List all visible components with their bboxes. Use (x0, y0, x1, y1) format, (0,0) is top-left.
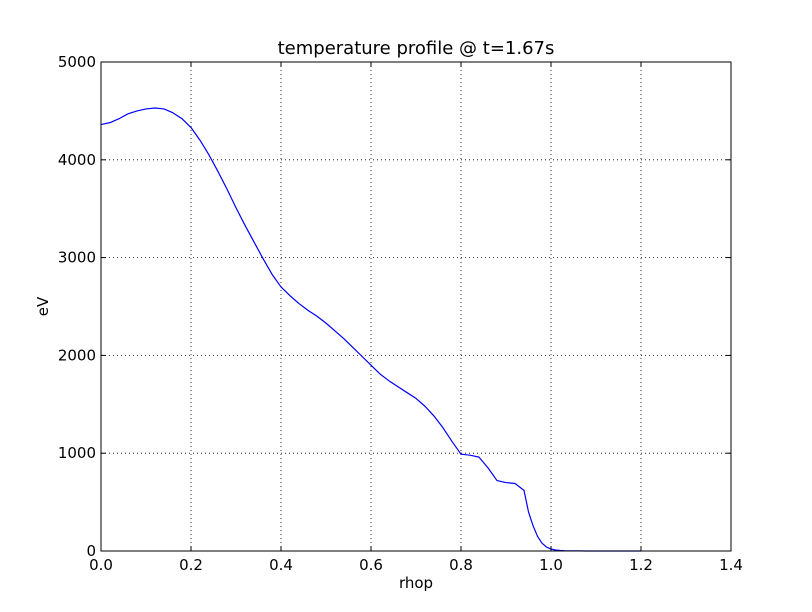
x-tick-label: 0.8 (449, 556, 473, 574)
y-tick-label: 3000 (58, 249, 96, 267)
plot-area (101, 62, 731, 551)
y-tick-label: 2000 (58, 346, 96, 364)
series-line (100, 107, 641, 552)
x-tick-label: 0.6 (359, 556, 383, 574)
y-tick-label: 4000 (58, 151, 96, 169)
chart-title: temperature profile @ t=1.67s (278, 38, 555, 59)
y-tick-label: 1000 (58, 444, 96, 462)
grid (101, 62, 731, 551)
x-axis-label: rhop (399, 574, 433, 592)
y-tick-label: 5000 (58, 53, 96, 71)
x-tick-label: 0.4 (269, 556, 293, 574)
ticks: 0.0 0.2 0.4 0.6 0.8 1.0 1.2 1.4 0 1000 2000 3000 400… (58, 53, 743, 574)
x-tick-label: 1.0 (539, 556, 563, 574)
x-tick-label: 1.4 (719, 556, 743, 574)
y-tick-label: 0 (86, 542, 96, 560)
x-tick-label: 0.0 (89, 556, 113, 574)
y-axis-label: eV (34, 296, 52, 316)
x-tick-label: 0.2 (179, 556, 203, 574)
plot-frame (100, 61, 732, 552)
series-layer (100, 107, 641, 552)
x-tick-label: 1.2 (629, 556, 653, 574)
